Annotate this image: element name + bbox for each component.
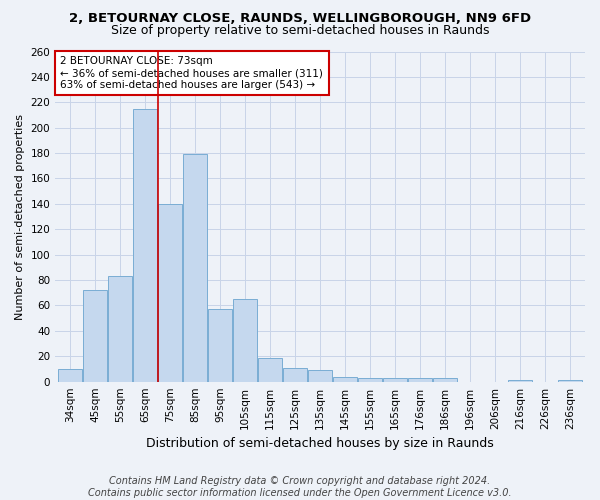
Text: 2 BETOURNAY CLOSE: 73sqm
← 36% of semi-detached houses are smaller (311)
63% of : 2 BETOURNAY CLOSE: 73sqm ← 36% of semi-d… <box>61 56 323 90</box>
Bar <box>358 378 382 382</box>
Bar <box>508 380 532 382</box>
Bar <box>233 299 257 382</box>
Bar <box>58 369 82 382</box>
Bar <box>133 108 157 382</box>
Bar <box>383 378 407 382</box>
Bar <box>333 376 357 382</box>
Bar <box>208 310 232 382</box>
Bar <box>308 370 332 382</box>
Bar <box>558 380 582 382</box>
Bar <box>158 204 182 382</box>
Bar <box>283 368 307 382</box>
Bar <box>408 378 432 382</box>
Text: Size of property relative to semi-detached houses in Raunds: Size of property relative to semi-detach… <box>111 24 489 37</box>
Bar <box>258 358 282 382</box>
Text: Contains HM Land Registry data © Crown copyright and database right 2024.
Contai: Contains HM Land Registry data © Crown c… <box>88 476 512 498</box>
Bar <box>108 276 132 382</box>
Bar <box>183 154 207 382</box>
Text: 2, BETOURNAY CLOSE, RAUNDS, WELLINGBOROUGH, NN9 6FD: 2, BETOURNAY CLOSE, RAUNDS, WELLINGBOROU… <box>69 12 531 26</box>
Y-axis label: Number of semi-detached properties: Number of semi-detached properties <box>15 114 25 320</box>
Bar <box>433 378 457 382</box>
Bar <box>83 290 107 382</box>
X-axis label: Distribution of semi-detached houses by size in Raunds: Distribution of semi-detached houses by … <box>146 437 494 450</box>
